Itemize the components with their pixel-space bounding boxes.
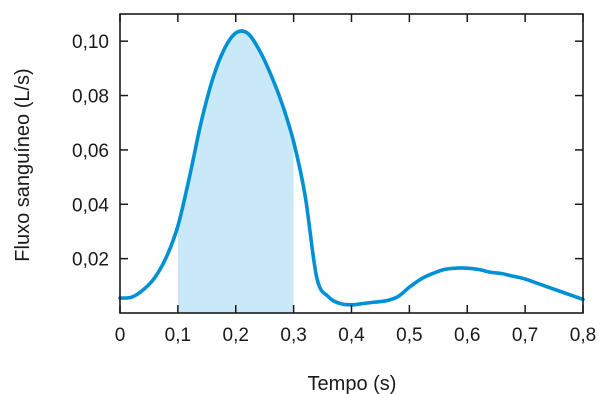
- x-tick-label-1: 0,1: [165, 325, 191, 346]
- x-tick-label-0: 0: [115, 325, 126, 346]
- shaded-interval-area: [177, 30, 294, 314]
- tick-labels-layer: 0 0,1 0,2 0,3 0,4 0,5 0,6 0,7 0,8 0,02 0,04 0,06 0,0…: [72, 32, 596, 346]
- x-tick-label-4: 0,4: [338, 325, 365, 346]
- x-tick-label-6: 0,6: [454, 325, 480, 346]
- y-tick-label-2: 0,06: [72, 141, 109, 162]
- series-line-layer: [118, 29, 585, 307]
- x-axis-title: Tempo (s): [308, 373, 397, 394]
- tick-marks-layer: [119, 14, 584, 313]
- x-tick-label-5: 0,5: [396, 325, 422, 346]
- blood-flow-series-line: [118, 29, 585, 307]
- x-tick-label-7: 0,7: [512, 325, 538, 346]
- y-tick-label-3: 0,08: [72, 87, 109, 108]
- y-tick-label-0: 0,02: [72, 250, 109, 271]
- y-axis-title: Fluxo sanguíneo (L/s): [12, 68, 34, 261]
- y-tick-label-4: 0,10: [72, 32, 109, 53]
- y-tick-label-1: 0,04: [72, 195, 109, 216]
- shaded-area-layer: [177, 30, 294, 314]
- x-tick-label-8: 0,8: [570, 325, 596, 346]
- x-tick-label-3: 0,3: [280, 325, 306, 346]
- x-tick-label-2: 0,2: [223, 325, 249, 346]
